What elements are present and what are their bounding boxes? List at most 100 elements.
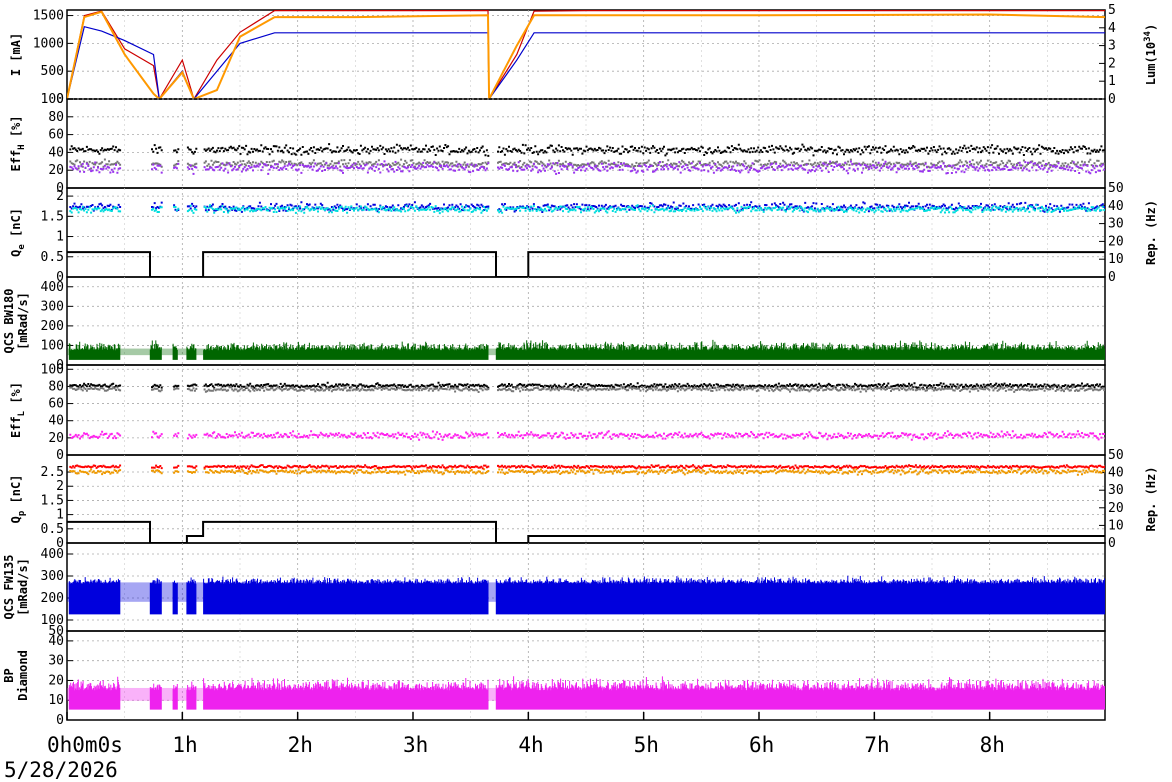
- y2-tick-label: 0: [1108, 536, 1116, 551]
- y-tick-label: 2: [56, 479, 64, 494]
- y-tick-label: 60: [48, 397, 64, 412]
- y-axis-label: Rep. (Hz): [1144, 200, 1158, 265]
- y2-tick-label: 5: [1108, 3, 1116, 18]
- panel-3: 0 0.5 1 1.5 2 Qe [nC] 0 10 20 30 40 50 Rep. (Hz): [9, 181, 1158, 285]
- y-tick-label: 20: [48, 163, 64, 178]
- panel-1: 0 500 1000 1500 I [mA] 0 1 2 3 4 5 Lum(1034): [9, 3, 1158, 107]
- panel-data: [67, 464, 1105, 543]
- y2-tick-label: 1: [1108, 74, 1116, 89]
- y-tick-label: 100: [41, 613, 64, 628]
- scatter-points: [69, 143, 1105, 157]
- x-tick-label: 6h: [749, 733, 774, 757]
- y-axis-label: Lum(1034): [1143, 24, 1158, 85]
- panel-data: [69, 143, 1105, 175]
- y-axis-label: Qp [nC]: [9, 475, 27, 524]
- signal-band: [67, 582, 1105, 602]
- y-tick-label: 1000: [33, 36, 64, 51]
- y-tick-label: 20: [48, 673, 64, 688]
- y-axis-label: BPDiamond: [2, 650, 30, 701]
- y2-tick-label: 40: [1108, 466, 1124, 481]
- y-tick-label: 60: [48, 128, 64, 143]
- y2-tick-label: 20: [1108, 501, 1124, 516]
- signal-trace: [68, 575, 1105, 615]
- y-tick-label: 40: [48, 145, 64, 160]
- y-tick-label: 50: [48, 624, 64, 639]
- y2-tick-label: 40: [1108, 199, 1124, 214]
- y2-tick-label: 30: [1108, 483, 1124, 498]
- y-tick-label: 200: [41, 591, 64, 606]
- y2-tick-label: 0: [1108, 92, 1116, 107]
- x-tick-label: 2h: [288, 733, 313, 757]
- y2-tick-label: 50: [1108, 448, 1124, 463]
- y-tick-label: 2.5: [41, 465, 64, 480]
- x-tick-label: 3h: [403, 733, 428, 757]
- scatter-points: [69, 385, 1105, 393]
- y-tick-label: 0: [56, 92, 64, 107]
- y-tick-label: 0: [56, 181, 64, 196]
- y-axis-label: Rep. (Hz): [1144, 466, 1158, 531]
- y-tick-label: 100: [41, 92, 64, 107]
- scatter-points: [69, 204, 1105, 215]
- y-tick-label: 300: [41, 299, 64, 314]
- y-tick-label: 100: [41, 362, 64, 377]
- y-tick-label: 1: [56, 230, 64, 245]
- x-tick-label: 0h0m0s: [47, 733, 123, 757]
- x-tick-label: 8h: [980, 733, 1005, 757]
- y-axis-label: QCS BW180[mRad/s]: [2, 288, 30, 353]
- panel-data: [69, 381, 1105, 441]
- y-tick-label: 10: [48, 693, 64, 708]
- y-tick-label: 40: [48, 414, 64, 429]
- y-tick-label: 0: [56, 358, 64, 373]
- y2-tick-label: 10: [1108, 252, 1124, 267]
- series-line: [67, 10, 1105, 99]
- y2-tick-label: 20: [1108, 234, 1124, 249]
- y-tick-label: 500: [41, 64, 64, 79]
- y-tick-label: 30: [48, 654, 64, 669]
- y-tick-label: 40: [48, 634, 64, 649]
- scatter-points: [69, 430, 1105, 441]
- panel-8: 0 10 20 30 40 BPDiamond: [2, 630, 1106, 728]
- y-tick-label: 1: [56, 508, 64, 523]
- signal-trace: [68, 339, 1105, 360]
- x-tick-label: 7h: [864, 733, 889, 757]
- scatter-points: [69, 160, 1105, 175]
- x-axis: 0h0m0s 1h 2h 3h 4h 5h 6h 7h 8h: [47, 712, 1005, 757]
- y2-tick-label: 4: [1108, 21, 1116, 36]
- y2-tick-label: 0: [1108, 270, 1116, 285]
- date-label: 5/28/2026: [4, 758, 118, 782]
- y-tick-label: 0: [56, 536, 64, 551]
- y-tick-label: 1.5: [41, 209, 64, 224]
- y-tick-label: 200: [41, 319, 64, 334]
- rep-rate-step: [67, 251, 1105, 277]
- panel-data: [67, 201, 1105, 277]
- y-tick-label: 80: [48, 110, 64, 125]
- scatter-points: [69, 464, 1105, 470]
- y2-tick-label: 50: [1108, 181, 1124, 196]
- y2-tick-label: 10: [1108, 518, 1124, 533]
- rep-rate-step: [67, 520, 1105, 543]
- y2-tick-label: 2: [1108, 56, 1116, 71]
- y-tick-label: 0.5: [41, 250, 64, 265]
- y-axis-label: EffH [%]: [9, 115, 27, 171]
- panel-data: [67, 575, 1105, 615]
- y-tick-label: 100: [41, 338, 64, 353]
- signal-trace: [68, 676, 1105, 710]
- y-tick-label: 20: [48, 431, 64, 446]
- y-axis-label: I [mA]: [9, 33, 23, 76]
- y-tick-label: 400: [41, 280, 64, 295]
- y-tick-label: 400: [41, 547, 64, 562]
- x-tick-label: 5h: [634, 733, 659, 757]
- panel-2: 0 20 40 60 80 100 EffH [%]: [9, 92, 1106, 196]
- x-tick-label: 4h: [518, 733, 543, 757]
- y-axis-label: QCS FW135[mRad/s]: [2, 554, 30, 619]
- series-line: [67, 10, 1105, 99]
- x-tick-label: 1h: [172, 733, 197, 757]
- y-tick-label: 80: [48, 379, 64, 394]
- y-tick-label: 1500: [33, 9, 64, 24]
- y-tick-label: 0: [56, 270, 64, 285]
- y2-tick-label: 30: [1108, 217, 1124, 232]
